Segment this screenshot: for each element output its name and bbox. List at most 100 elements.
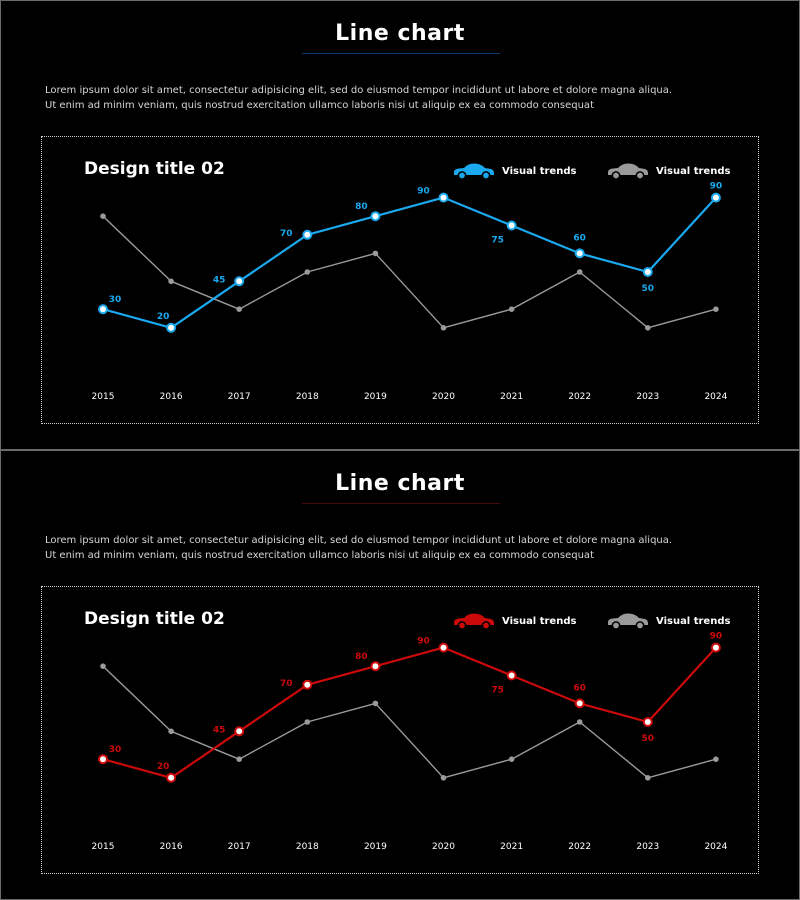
legend-label: Visual trends [656, 615, 731, 627]
x-tick-label: 2015 [92, 842, 115, 852]
data-point [645, 775, 651, 781]
slide-2: Line chart Lorem ipsum dolor sit amet, c… [0, 450, 800, 900]
data-point [372, 250, 379, 257]
legend-item-series-2: Visual trends [606, 611, 730, 631]
data-point [438, 642, 449, 653]
series-line-1 [102, 196, 717, 329]
legend-label: Visual trends [502, 615, 577, 627]
data-point [100, 663, 106, 669]
data-point [576, 719, 583, 725]
legend-item-series-2: Visual trends [606, 161, 730, 181]
description-line-2: Ut enim ad minim veniam, quis nostrud ex… [45, 100, 594, 111]
slide-title: Line chart [335, 21, 465, 46]
legend-label: Visual trends [502, 165, 577, 177]
chart-title: Design title 02 [84, 609, 225, 629]
data-label: 50 [642, 284, 655, 294]
car-icon [454, 613, 494, 630]
x-tick-label: 2015 [92, 392, 115, 402]
data-point [574, 698, 585, 709]
x-tick-label: 2016 [160, 392, 183, 402]
data-point [645, 325, 651, 331]
data-label: 90 [417, 637, 430, 647]
chart-panel: Design title 02 Visual trends Visual tre… [41, 586, 759, 874]
data-point [508, 306, 515, 312]
data-point [713, 756, 719, 762]
car-icon [608, 163, 648, 180]
data-point [98, 754, 108, 765]
title-underline [302, 53, 500, 54]
data-point [440, 325, 447, 331]
data-label: 75 [491, 236, 504, 246]
data-point [710, 642, 721, 653]
data-label: 50 [642, 734, 655, 744]
data-label: 90 [710, 182, 723, 192]
data-point [98, 304, 108, 315]
description-line-1: Lorem ipsum dolor sit amet, consectetur … [45, 535, 673, 546]
data-point [302, 229, 313, 240]
data-label: 80 [355, 652, 368, 662]
line-chart-plot: 2015 2016 2017 2018 2019 2020 2021 2022 2023 2024… [92, 182, 728, 402]
series-line-2 [102, 215, 717, 329]
x-tick-label: 2016 [160, 842, 183, 852]
data-point [440, 775, 447, 781]
data-point [438, 192, 449, 203]
x-tick-label: 2017 [228, 842, 251, 852]
data-label: 60 [573, 683, 586, 693]
data-label: 30 [109, 295, 122, 305]
x-tick-label: 2024 [704, 842, 727, 852]
data-label: 70 [280, 229, 293, 239]
data-point [166, 322, 177, 333]
data-point [166, 772, 177, 783]
x-tick-label: 2021 [500, 392, 523, 402]
slide-title: Line chart [335, 471, 465, 496]
x-tick-label: 2017 [228, 392, 251, 402]
x-tick-label: 2021 [500, 842, 523, 852]
description: Lorem ipsum dolor sit amet, consectetur … [45, 83, 765, 113]
x-tick-label: 2022 [568, 842, 591, 852]
description: Lorem ipsum dolor sit amet, consectetur … [45, 533, 765, 563]
data-point [302, 679, 313, 690]
data-label: 70 [280, 679, 293, 689]
data-point [576, 269, 583, 275]
chart-panel: Design title 02 Visual trends Visual tre… [41, 136, 759, 424]
x-tick-label: 2018 [296, 842, 319, 852]
data-label: 90 [417, 187, 430, 197]
data-label: 45 [213, 725, 226, 735]
data-point [236, 306, 242, 312]
x-tick-label: 2019 [364, 842, 387, 852]
data-point [370, 661, 381, 672]
data-label: 20 [157, 312, 170, 322]
x-tick-label: 2020 [432, 842, 455, 852]
data-point [508, 756, 515, 762]
data-label: 75 [491, 686, 504, 696]
description-line-2: Ut enim ad minim veniam, quis nostrud ex… [45, 550, 594, 561]
data-point [234, 276, 245, 287]
legend-label: Visual trends [656, 165, 731, 177]
data-point [236, 756, 242, 762]
data-point [168, 728, 174, 735]
data-point [710, 192, 721, 203]
data-point [574, 248, 585, 259]
series-line-1 [102, 646, 717, 779]
data-point [234, 726, 245, 737]
data-point [713, 306, 719, 312]
data-point [304, 269, 311, 275]
x-tick-label: 2023 [636, 842, 659, 852]
x-tick-label: 2023 [636, 392, 659, 402]
data-point [642, 267, 653, 277]
legend-item-series-1: Visual trends [452, 611, 576, 631]
description-line-1: Lorem ipsum dolor sit amet, consectetur … [45, 85, 673, 96]
legend-item-series-1: Visual trends [452, 161, 576, 181]
data-point [370, 211, 381, 222]
car-icon [454, 163, 494, 180]
data-label: 30 [109, 745, 122, 755]
data-point [506, 670, 517, 681]
x-tick-label: 2022 [568, 392, 591, 402]
title-underline [302, 503, 500, 504]
chart-title: Design title 02 [84, 159, 225, 179]
car-icon [608, 613, 648, 630]
x-tick-label: 2018 [296, 392, 319, 402]
data-point [304, 719, 311, 725]
data-label: 45 [213, 275, 226, 285]
data-point [372, 700, 379, 707]
